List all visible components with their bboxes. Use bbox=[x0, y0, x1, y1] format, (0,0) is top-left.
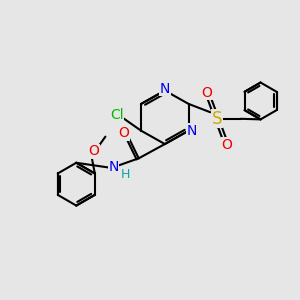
Text: S: S bbox=[212, 110, 222, 128]
Text: O: O bbox=[202, 86, 212, 100]
Text: O: O bbox=[118, 126, 129, 140]
Text: N: N bbox=[187, 124, 197, 138]
Text: O: O bbox=[89, 145, 100, 158]
Text: H: H bbox=[120, 169, 130, 182]
Text: Cl: Cl bbox=[110, 108, 124, 122]
Text: N: N bbox=[109, 160, 119, 174]
Text: O: O bbox=[221, 138, 232, 152]
Text: N: N bbox=[160, 82, 170, 96]
